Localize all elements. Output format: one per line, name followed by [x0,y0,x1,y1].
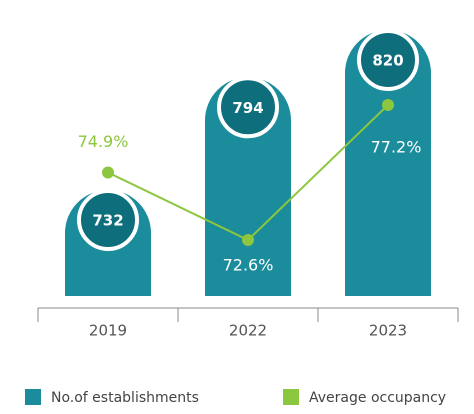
x-tick-label: 2023 [369,322,407,340]
data-label: 74.9% [78,132,129,151]
data-label: 794 [232,99,263,117]
line-point [382,99,394,111]
data-label: 820 [372,52,403,70]
legend-swatch [283,389,299,405]
bar-badge [357,29,419,91]
legend-label: No.of establishments [51,390,199,406]
bar-badge [217,76,279,139]
legend-swatch [25,389,41,405]
x-tick-label: 2022 [229,322,267,340]
data-label: 72.6% [223,256,274,275]
legend-label: Average occupancy [309,390,446,406]
bar [205,77,291,296]
data-label: 77.2% [371,138,422,157]
line-point [242,234,254,246]
bar-badge [77,189,139,251]
line-point [102,166,114,179]
data-label: 732 [92,212,123,230]
x-tick-label: 2019 [89,322,127,340]
bar [345,30,431,296]
